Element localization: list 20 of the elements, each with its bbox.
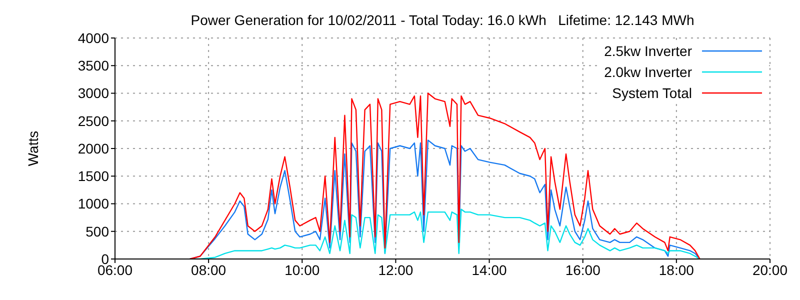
y-axis-title: Watts [24, 130, 41, 166]
x-tick-label: 10:00 [284, 262, 320, 278]
y-tick-label: 1500 [78, 168, 110, 184]
y-tick-label: 1000 [78, 196, 110, 212]
x-tick-label: 08:00 [191, 262, 226, 278]
y-tick-label: 3000 [78, 85, 110, 102]
legend-label: 2.0kw Inverter [604, 64, 692, 80]
y-tick-label: 500 [86, 223, 110, 240]
y-tick-label: 2000 [78, 140, 110, 156]
y-tick-label: 4000 [78, 30, 110, 46]
x-tick-label: 12:00 [378, 262, 414, 278]
x-tick-label: 14:00 [472, 262, 508, 278]
y-tick-label: 3500 [78, 58, 110, 74]
y-tick-label: 2500 [78, 112, 110, 129]
x-tick-label: 18:00 [658, 262, 694, 278]
x-tick-label: 20:00 [752, 262, 788, 278]
legend-label: System Total [612, 84, 692, 100]
x-tick-label: 16:00 [565, 262, 601, 278]
chart-title: Power Generation for 10/02/2011 - Total Today: 16.0 kWh Lifetime: 12.143 MWh [190, 12, 696, 28]
legend-label: 2.5kw Inverter [604, 42, 692, 58]
